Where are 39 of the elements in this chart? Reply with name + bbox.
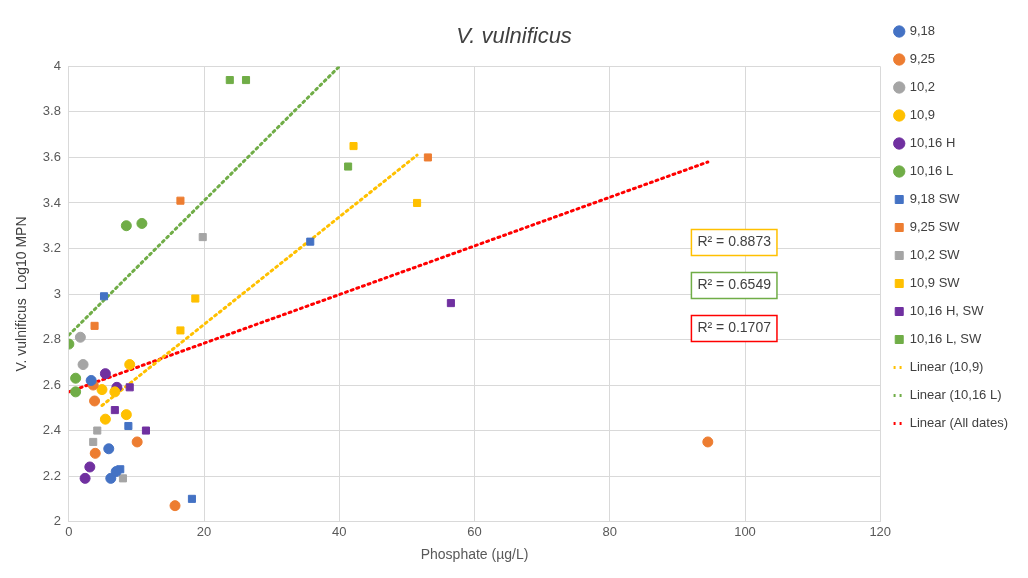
legend-label: Linear (10,9) — [909, 359, 984, 375]
y-tick-label: 4 — [53, 57, 61, 73]
annotation: R² = 0.6549 — [697, 276, 772, 293]
y-tick-label: 3.4 — [42, 194, 61, 210]
y-tick-label: 3.6 — [42, 149, 61, 165]
y-tick-label: 3.8 — [42, 103, 61, 119]
x-tick-label: 80 — [602, 523, 618, 539]
y-tick-label: 2.2 — [42, 467, 61, 483]
y-tick-label: 3.2 — [42, 240, 61, 256]
legend-label: 10,9 — [909, 107, 936, 123]
y-tick-label: 2.6 — [42, 376, 61, 392]
legend-label: 10,16 H — [909, 135, 956, 151]
legend-label: Linear (10,16 L) — [909, 387, 1002, 403]
x-tick-label: 0 — [65, 523, 73, 539]
x-tick-label: 100 — [734, 523, 756, 539]
chart-title: V. vulnificus — [456, 23, 572, 49]
y-tick-label: 3 — [53, 285, 61, 301]
y-tick-label: 2.4 — [42, 422, 61, 438]
legend-label: 9,18 — [909, 23, 936, 39]
legend-label: 9,25 SW — [909, 219, 961, 235]
legend-label: 10,16 L, SW — [909, 331, 982, 347]
x-tick-label: 60 — [467, 523, 482, 539]
x-tick-label: 20 — [196, 523, 212, 539]
y-tick-label: 2 — [53, 513, 61, 529]
x-tick-label: 40 — [332, 523, 347, 539]
legend-label: Linear (All dates) — [909, 415, 1009, 431]
legend-label: 9,25 — [909, 51, 936, 67]
y-tick-label: 2.8 — [42, 331, 61, 347]
legend-label: 9,18 SW — [909, 191, 961, 207]
legend-label: 10,16 L — [909, 163, 954, 179]
x-axis-title: Phosphate (µg/L) — [420, 546, 529, 563]
legend-label: 10,2 SW — [909, 247, 961, 263]
legend-label: 10,2 — [909, 79, 936, 95]
y-axis-title: V. vulnificus Log10 MPN — [13, 216, 30, 372]
legend-label: 10,9 SW — [909, 275, 961, 291]
annotation: R² = 0.8873 — [697, 233, 772, 250]
x-tick-label: 120 — [869, 523, 892, 539]
annotation: R² = 0.1707 — [697, 319, 772, 336]
legend-label: 10,16 H, SW — [909, 303, 985, 319]
